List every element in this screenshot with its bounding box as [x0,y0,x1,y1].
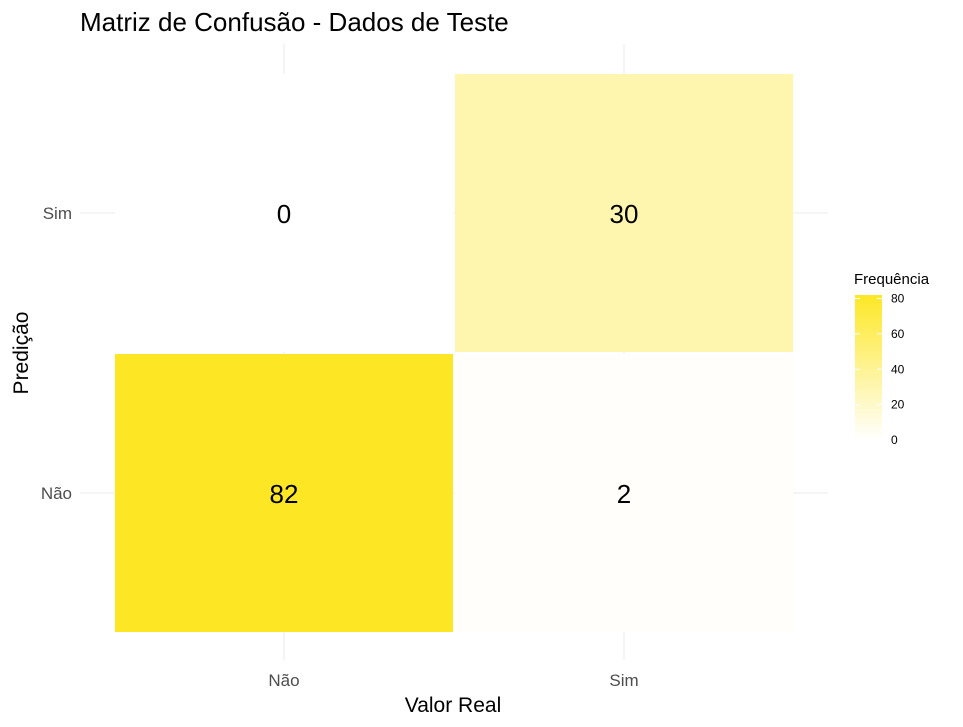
cell-value-label: 2 [617,479,631,509]
y-axis-title: Predição [10,312,33,395]
heatmap-cell [115,354,453,632]
heatmap-cell [455,354,793,632]
legend-tick-label: 40 [891,362,905,376]
legend-ticks: 0 20 40 60 80 [855,292,905,447]
color-legend: Frequência 0 20 40 60 80 [854,271,930,447]
chart-title: Matriz de Confusão - Dados de Teste [80,7,509,37]
axis-tick-labels: Não Sim Não Sim [41,204,639,690]
x-tick-label: Não [268,671,299,690]
y-tick-label: Não [41,484,72,503]
heatmap-cells [115,74,793,632]
cell-value-labels: 0 30 82 2 [270,199,639,509]
legend-title: Frequência [854,271,930,288]
legend-tick-label: 80 [891,292,905,306]
cell-value-label: 30 [610,199,639,229]
y-tick-label: Sim [43,204,72,223]
cell-value-label: 0 [277,199,291,229]
legend-tick-label: 20 [891,398,905,412]
heatmap-cell [115,74,453,352]
legend-tick-label: 60 [891,327,905,341]
heatmap-cell [455,74,793,352]
legend-colorbar [855,295,882,440]
x-tick-label: Sim [609,671,638,690]
cell-value-label: 82 [270,479,299,509]
x-axis-title: Valor Real [405,694,502,717]
legend-tick-label: 0 [891,433,898,447]
